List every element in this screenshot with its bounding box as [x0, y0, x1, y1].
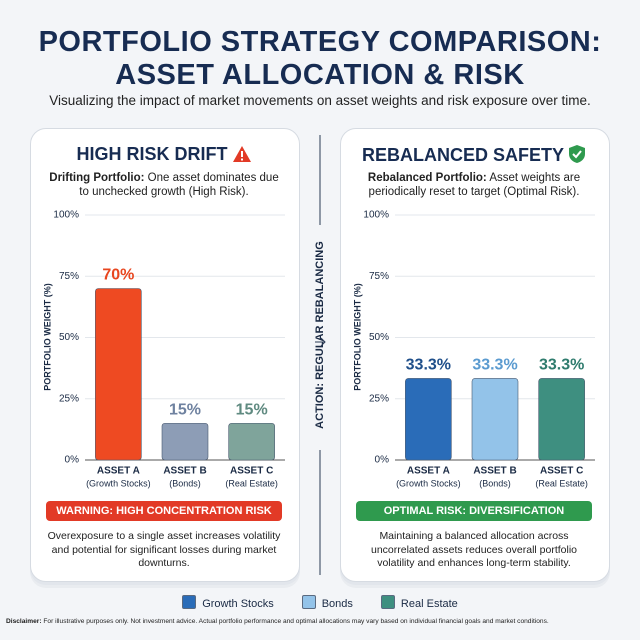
y-axis-label: PORTFOLIO WEIGHT (%) — [42, 283, 52, 391]
panel-title: HIGH RISK DRIFT — [30, 144, 298, 165]
value-label: 33.3% — [472, 357, 517, 374]
value-label: 15% — [236, 401, 268, 418]
value-label: 33.3% — [539, 357, 584, 374]
panel-subtitle: Drifting Portfolio: One asset dominates … — [44, 171, 284, 199]
panel-title-text: REBALANCED SAFETY — [361, 145, 564, 165]
y-tick-label: 50% — [59, 332, 79, 343]
action-label: ACTION: REGULAR REBALANCING — [314, 241, 326, 429]
subtitle-text: Asset weights are periodically reset to … — [368, 172, 581, 198]
value-label: 70% — [102, 267, 134, 284]
legend-item: Growth Stocks — [182, 595, 274, 610]
category-detail: (Growth Stocks) — [396, 478, 461, 488]
y-tick-label: 100% — [53, 210, 79, 221]
category-detail: (Growth Stocks) — [86, 478, 151, 488]
bar — [471, 378, 519, 461]
subtitle-label: Drifting Portfolio: — [49, 172, 145, 184]
value-label: 15% — [169, 401, 201, 418]
legend-swatch — [380, 595, 395, 609]
subtitle: Visualizing the impact of market movemen… — [49, 93, 591, 108]
bar — [95, 288, 142, 461]
bar — [405, 378, 452, 461]
category-detail: (Real Estate) — [535, 478, 588, 488]
x-tick-label: ASSET A — [97, 466, 140, 477]
category-detail: (Bonds) — [169, 478, 201, 488]
category-detail: (Bonds) — [479, 478, 511, 488]
y-tick-label: 25% — [369, 393, 389, 404]
y-tick-label: 100% — [363, 210, 389, 221]
x-tick-label: ASSET C — [230, 466, 273, 477]
bar — [161, 422, 209, 461]
note: Maintaining a balanced allocation across… — [370, 530, 578, 569]
y-tick-label: 25% — [59, 393, 79, 404]
shield-icon — [569, 145, 585, 163]
y-tick-label: 75% — [59, 271, 79, 282]
y-tick-label: 50% — [369, 332, 389, 343]
warning-icon — [232, 146, 251, 162]
legend-item: Bonds — [301, 595, 353, 610]
disclaimer: Disclaimer: For illustrative purposes on… — [6, 618, 636, 625]
legend-label: Bonds — [321, 598, 353, 610]
banner: WARNING: HIGH CONCENTRATION RISK — [46, 501, 282, 521]
bar — [228, 422, 275, 461]
panel-subtitle: Rebalanced Portfolio: Asset weights are … — [354, 171, 594, 199]
y-tick-label: 0% — [375, 455, 390, 466]
x-tick-label: ASSET B — [473, 466, 516, 477]
banner: OPTIMAL RISK: DIVERSIFICATION ACHIEVED — [356, 501, 592, 537]
arrow — [315, 337, 326, 347]
subtitle-label: Rebalanced Portfolio: — [367, 172, 487, 184]
category-detail: (Real Estate) — [225, 478, 278, 488]
x-tick-label: ASSET A — [407, 466, 450, 477]
disclaimer-text: For illustrative purposes only. Not inve… — [43, 618, 549, 625]
legend-item: Real Estate — [380, 595, 458, 610]
panel-title: REBALANCED SAFETY — [340, 144, 608, 166]
disclaimer-label: Disclaimer: — [6, 618, 42, 625]
y-tick-label: 75% — [369, 271, 389, 282]
note: Overexposure to a single asset increases… — [47, 530, 281, 569]
bar — [538, 378, 585, 461]
panel-title-text: HIGH RISK DRIFT — [76, 144, 228, 164]
x-tick-label: ASSET C — [540, 466, 583, 477]
legend: Growth Stocks Bonds Real Estate — [0, 595, 640, 610]
x-tick-label: ASSET B — [163, 466, 206, 477]
value-label: 33.3% — [406, 357, 451, 374]
y-axis-label: PORTFOLIO WEIGHT (%) — [352, 283, 362, 391]
legend-swatch — [301, 595, 316, 609]
y-tick-label: 0% — [65, 455, 80, 466]
legend-label: Real Estate — [400, 598, 458, 610]
legend-swatch — [182, 595, 197, 609]
title: PORTFOLIO STRATEGY COMPARISON: ASSET ALL… — [38, 26, 602, 91]
legend-label: Growth Stocks — [202, 598, 274, 610]
subtitle-text: One asset dominates due to unchecked gro… — [79, 172, 279, 198]
